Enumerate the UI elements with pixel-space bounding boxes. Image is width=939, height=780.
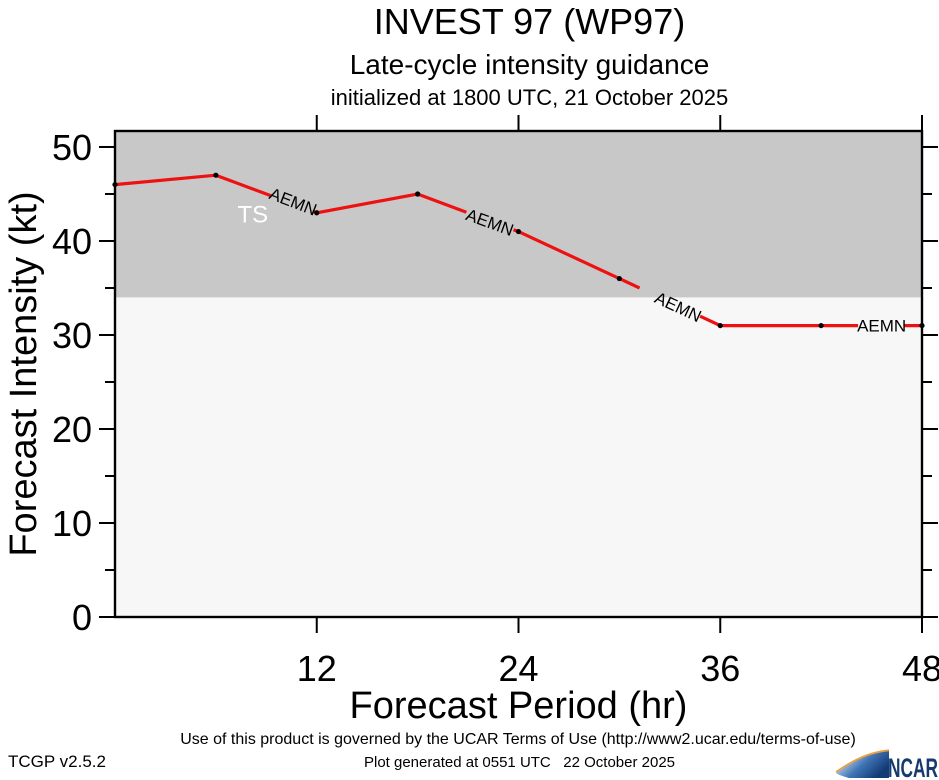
y-axis-title: Forecast Intensity (kt) [3, 191, 45, 556]
data-point-marker [415, 191, 421, 197]
tcgp-version-text: TCGP v2.5.2 [8, 752, 106, 771]
data-point-marker [213, 172, 219, 178]
page-title: INVEST 97 (WP97) [373, 1, 686, 42]
chart-init-time: initialized at 1800 UTC, 21 October 2025 [330, 85, 729, 110]
y-axis-tick-label: 0 [72, 597, 92, 638]
data-point-marker [616, 275, 622, 282]
x-axis-tick-label: 36 [700, 648, 740, 689]
ncar-swoosh-arc-icon [835, 749, 890, 773]
data-point-marker [314, 210, 320, 216]
data-point-marker [818, 322, 824, 329]
y-axis-tick-label: 40 [52, 221, 92, 262]
x-axis-title: Forecast Period (hr) [350, 685, 688, 727]
plot-frame [113, 129, 924, 619]
model-line-label: AEMN [857, 317, 906, 336]
intensity-guidance-chart: TS 0 10 20 30 40 50 12 24 36 48 Forecast Period (hr… [3, 115, 939, 727]
x-axis-tick-label: 12 [297, 648, 337, 689]
y-axis-tick-label: 50 [52, 127, 92, 168]
ts-band-region [115, 131, 922, 298]
data-point-marker [112, 181, 118, 188]
ncar-swoosh-icon [836, 751, 889, 778]
ts-band-label: TS [238, 202, 269, 229]
y-axis-tick-label: 20 [52, 409, 92, 450]
ncar-logo: NCAR [835, 749, 938, 780]
plot-generated-text: Plot generated at 0551 UTC 22 October 20… [363, 754, 676, 771]
terms-of-use-text: Use of this product is governed by the U… [180, 731, 856, 748]
data-point-marker [515, 228, 522, 235]
below-ts-region [115, 297, 922, 617]
x-axis-tick-label: 24 [498, 648, 538, 689]
chart-subtitle: Late-cycle intensity guidance [349, 49, 710, 80]
data-point-marker [717, 322, 723, 329]
data-point-marker [919, 322, 925, 329]
x-axis-tick-label: 48 [902, 648, 939, 689]
forecast-line-aemn [512, 228, 641, 290]
y-axis-tick-label: 10 [52, 503, 92, 544]
forecast-line-aemn [699, 314, 859, 328]
y-axis-tick-label: 30 [52, 315, 92, 356]
ncar-logo-text: NCAR [888, 753, 938, 780]
